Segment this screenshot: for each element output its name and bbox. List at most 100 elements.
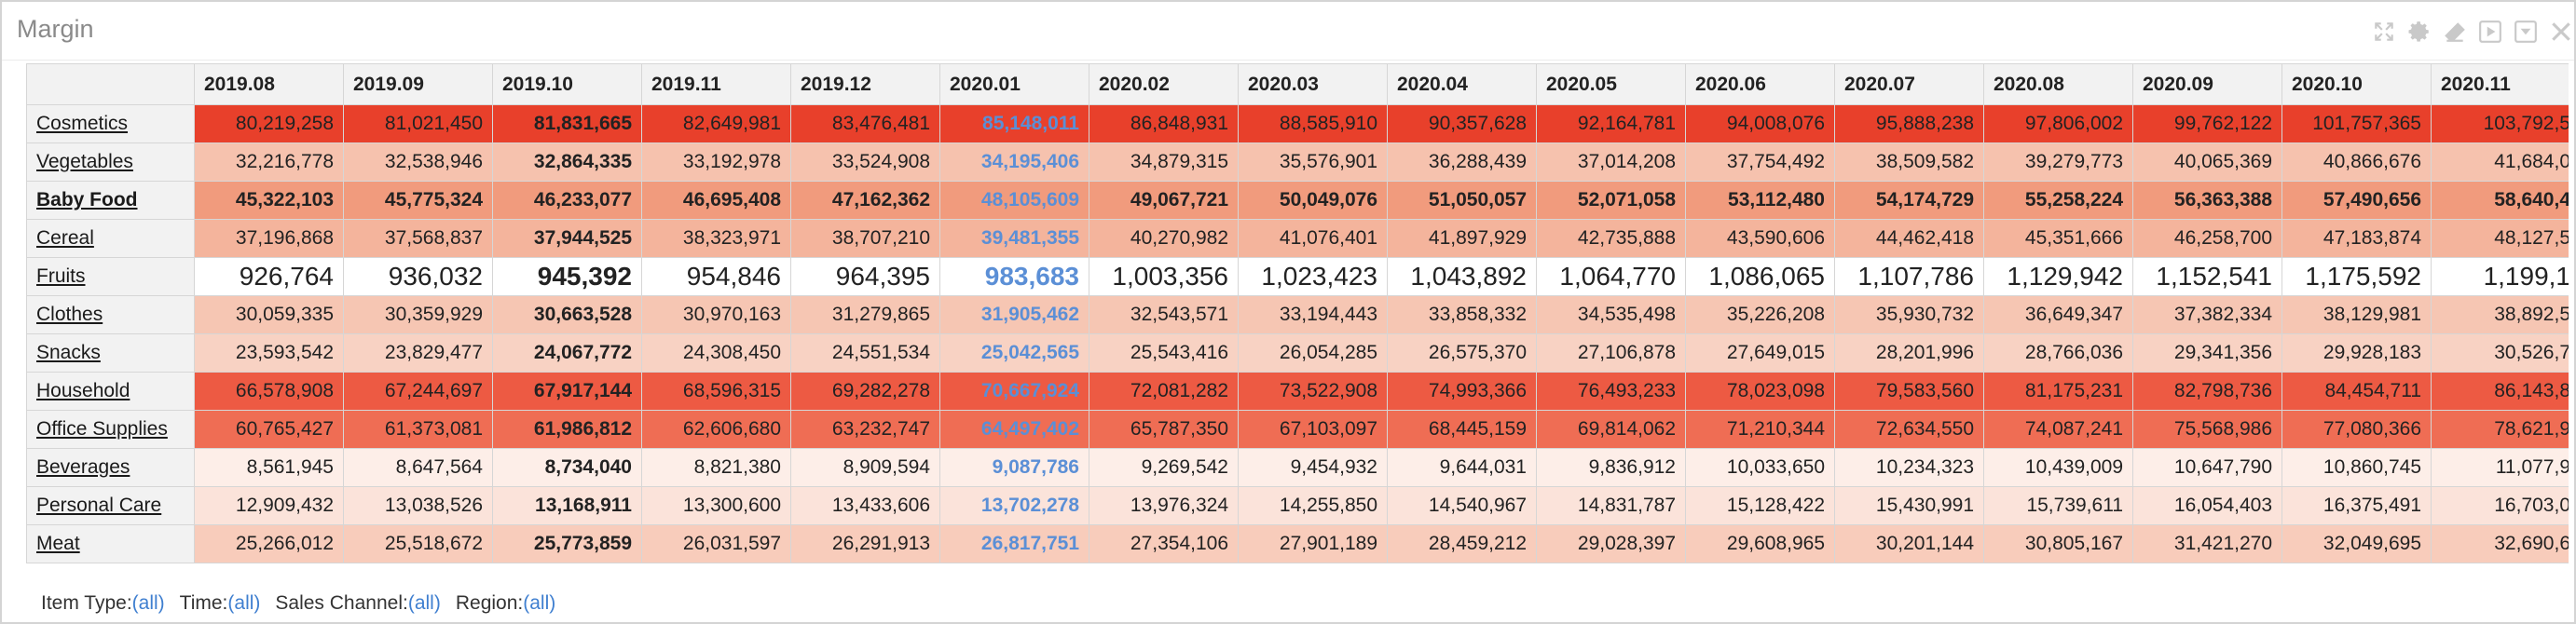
column-header[interactable]: 2020.01 (939, 63, 1089, 105)
column-header[interactable]: 2020.09 (2132, 63, 2282, 105)
value-cell[interactable]: 81,021,450 (343, 104, 493, 143)
value-cell[interactable]: 15,739,611 (1983, 486, 2133, 525)
value-cell[interactable]: 45,775,324 (343, 181, 493, 220)
value-cell[interactable]: 67,244,697 (343, 372, 493, 411)
column-header[interactable]: 2020.02 (1089, 63, 1239, 105)
value-cell[interactable]: 63,232,747 (790, 410, 940, 449)
row-header[interactable]: Meat (26, 524, 195, 563)
column-header[interactable]: 2019.08 (194, 63, 344, 105)
value-cell[interactable]: 97,806,002 (1983, 104, 2133, 143)
value-cell[interactable]: 35,226,208 (1685, 295, 1835, 334)
value-cell[interactable]: 70,667,924 (939, 372, 1089, 411)
value-cell[interactable]: 68,596,315 (641, 372, 791, 411)
row-header[interactable]: Clothes (26, 295, 195, 334)
value-cell[interactable]: 53,112,480 (1685, 181, 1835, 220)
value-cell[interactable]: 74,087,241 (1983, 410, 2133, 449)
value-cell[interactable]: 936,032 (343, 257, 493, 296)
value-cell[interactable]: 79,583,560 (1834, 372, 1984, 411)
value-cell[interactable]: 10,234,323 (1834, 448, 1984, 487)
value-cell[interactable]: 24,308,450 (641, 333, 791, 373)
value-cell[interactable]: 13,038,526 (343, 486, 493, 525)
value-cell[interactable]: 94,008,076 (1685, 104, 1835, 143)
value-cell[interactable]: 9,269,542 (1089, 448, 1239, 487)
column-header[interactable]: 2019.09 (343, 63, 493, 105)
value-cell[interactable]: 1,023,423 (1238, 257, 1388, 296)
value-cell[interactable]: 29,028,397 (1536, 524, 1686, 563)
value-cell[interactable]: 60,765,427 (194, 410, 344, 449)
value-cell[interactable]: 36,288,439 (1387, 142, 1537, 182)
close-icon[interactable] (2548, 19, 2574, 45)
column-header[interactable]: 2020.08 (1983, 63, 2133, 105)
value-cell[interactable]: 14,540,967 (1387, 486, 1537, 525)
value-cell[interactable]: 101,757,365 (2281, 104, 2432, 143)
value-cell[interactable]: 33,194,443 (1238, 295, 1388, 334)
value-cell[interactable]: 46,695,408 (641, 181, 791, 220)
value-cell[interactable]: 37,382,334 (2132, 295, 2282, 334)
play-icon[interactable] (2477, 19, 2503, 45)
value-cell[interactable]: 8,561,945 (194, 448, 344, 487)
value-cell[interactable]: 44,462,418 (1834, 219, 1984, 258)
value-cell[interactable]: 30,059,335 (194, 295, 344, 334)
row-header[interactable]: Snacks (26, 333, 195, 373)
filter-value-link[interactable]: (all) (523, 592, 556, 614)
value-cell[interactable]: 58,640,4 (2431, 181, 2569, 220)
value-cell[interactable]: 9,836,912 (1536, 448, 1686, 487)
value-cell[interactable]: 83,476,481 (790, 104, 940, 143)
row-header[interactable]: Baby Food (26, 181, 195, 220)
value-cell[interactable]: 16,703,0 (2431, 486, 2569, 525)
column-header[interactable]: 2020.03 (1238, 63, 1388, 105)
value-cell[interactable]: 95,888,238 (1834, 104, 1984, 143)
value-cell[interactable]: 10,647,790 (2132, 448, 2282, 487)
column-header[interactable]: 2019.12 (790, 63, 940, 105)
value-cell[interactable]: 983,683 (939, 257, 1089, 296)
value-cell[interactable]: 32,864,335 (492, 142, 642, 182)
value-cell[interactable]: 47,162,362 (790, 181, 940, 220)
value-cell[interactable]: 37,196,868 (194, 219, 344, 258)
value-cell[interactable]: 33,524,908 (790, 142, 940, 182)
row-label[interactable]: Fruits (36, 265, 86, 287)
row-label[interactable]: Vegetables (36, 151, 133, 172)
minimize-icon[interactable] (2513, 19, 2539, 45)
value-cell[interactable]: 65,787,350 (1089, 410, 1239, 449)
value-cell[interactable]: 56,363,388 (2132, 181, 2282, 220)
value-cell[interactable]: 16,375,491 (2281, 486, 2432, 525)
value-cell[interactable]: 64,497,402 (939, 410, 1089, 449)
value-cell[interactable]: 32,216,778 (194, 142, 344, 182)
column-header[interactable]: 2020.10 (2281, 63, 2432, 105)
value-cell[interactable]: 28,459,212 (1387, 524, 1537, 563)
column-header[interactable]: 2020.04 (1387, 63, 1537, 105)
value-cell[interactable]: 10,439,009 (1983, 448, 2133, 487)
row-header[interactable]: Household (26, 372, 195, 411)
value-cell[interactable]: 25,773,859 (492, 524, 642, 563)
value-cell[interactable]: 47,183,874 (2281, 219, 2432, 258)
filter-value-link[interactable]: (all) (131, 592, 165, 614)
value-cell[interactable]: 27,106,878 (1536, 333, 1686, 373)
value-cell[interactable]: 31,421,270 (2132, 524, 2282, 563)
value-cell[interactable]: 39,481,355 (939, 219, 1089, 258)
value-cell[interactable]: 103,792,5 (2431, 104, 2569, 143)
value-cell[interactable]: 77,080,366 (2281, 410, 2432, 449)
value-cell[interactable]: 74,993,366 (1387, 372, 1537, 411)
row-label[interactable]: Beverages (36, 456, 130, 478)
column-header[interactable]: 2019.11 (641, 63, 791, 105)
filter-value-link[interactable]: (all) (407, 592, 441, 614)
column-header[interactable]: 2020.05 (1536, 63, 1686, 105)
value-cell[interactable]: 8,821,380 (641, 448, 791, 487)
value-cell[interactable]: 964,395 (790, 257, 940, 296)
value-cell[interactable]: 31,905,462 (939, 295, 1089, 334)
value-cell[interactable]: 50,049,076 (1238, 181, 1388, 220)
row-header[interactable]: Office Supplies (26, 410, 195, 449)
value-cell[interactable]: 27,901,189 (1238, 524, 1388, 563)
value-cell[interactable]: 85,148,011 (939, 104, 1089, 143)
value-cell[interactable]: 61,373,081 (343, 410, 493, 449)
value-cell[interactable]: 41,076,401 (1238, 219, 1388, 258)
value-cell[interactable]: 1,175,592 (2281, 257, 2432, 296)
value-cell[interactable]: 32,690,6 (2431, 524, 2569, 563)
value-cell[interactable]: 68,445,159 (1387, 410, 1537, 449)
value-cell[interactable]: 30,201,144 (1834, 524, 1984, 563)
value-cell[interactable]: 30,663,528 (492, 295, 642, 334)
value-cell[interactable]: 55,258,224 (1983, 181, 2133, 220)
value-cell[interactable]: 66,578,908 (194, 372, 344, 411)
value-cell[interactable]: 32,538,946 (343, 142, 493, 182)
value-cell[interactable]: 16,054,403 (2132, 486, 2282, 525)
